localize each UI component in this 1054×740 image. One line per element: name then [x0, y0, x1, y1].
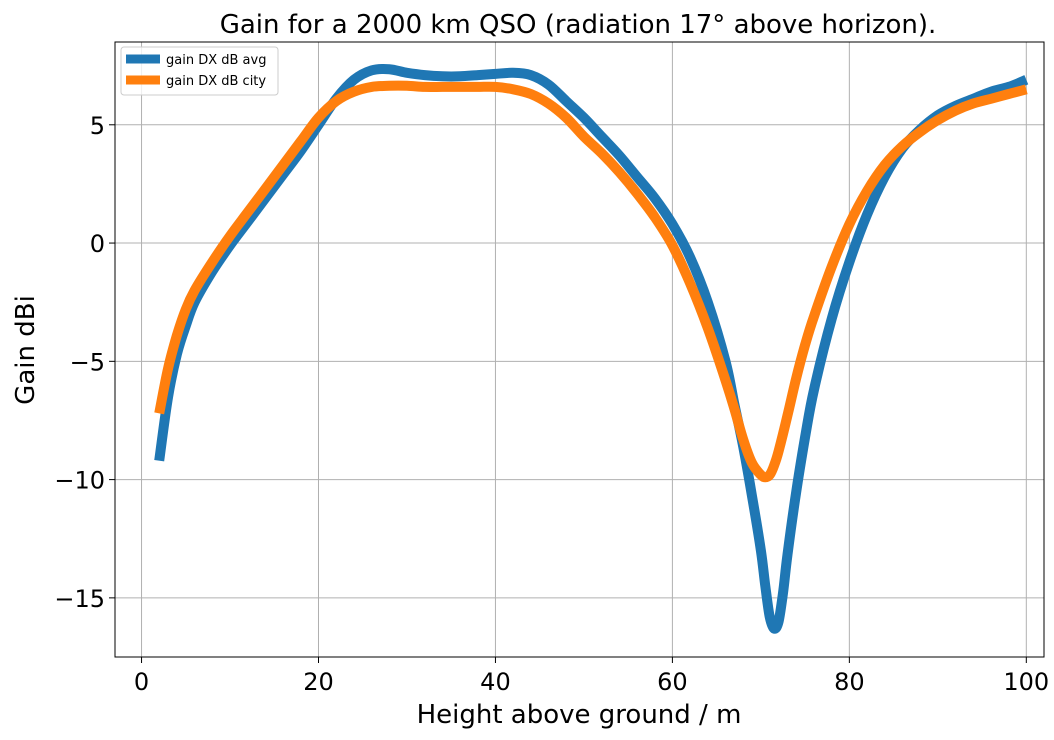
- series-layer: [154, 63, 1029, 634]
- x-tick-label: 60: [657, 668, 688, 696]
- legend: gain DX dB avg gain DX dB city: [120, 46, 279, 96]
- y-tick-label: 0: [90, 230, 105, 258]
- plot-frame: [114, 41, 1045, 658]
- chart-title: Gain for a 2000 km QSO (radiation 17° ab…: [220, 10, 937, 40]
- x-tick-label: 40: [480, 668, 511, 696]
- y-tick-label: 5: [90, 112, 105, 140]
- series-gain-dx-city: [154, 80, 1028, 483]
- y-tick-label: −5: [70, 348, 105, 376]
- x-axis-label: Height above ground / m: [417, 700, 742, 730]
- x-tick-label: 100: [1003, 668, 1049, 696]
- legend-box: [120, 46, 279, 96]
- ticks: 0 20 40 60 80 100 5 0 −5 −10 −15: [54, 112, 1049, 696]
- legend-label-avg: gain DX dB avg: [166, 53, 266, 68]
- series-gain-dx-avg: [154, 63, 1029, 634]
- x-tick-label: 20: [303, 668, 334, 696]
- grid: [115, 42, 1044, 657]
- x-tick-label: 0: [134, 668, 149, 696]
- y-tick-label: −15: [54, 585, 105, 613]
- x-tick-label: 80: [834, 668, 865, 696]
- y-axis-label: Gain dBi: [11, 295, 41, 405]
- y-tick-label: −10: [54, 467, 105, 495]
- legend-label-city: gain DX dB city: [166, 74, 266, 89]
